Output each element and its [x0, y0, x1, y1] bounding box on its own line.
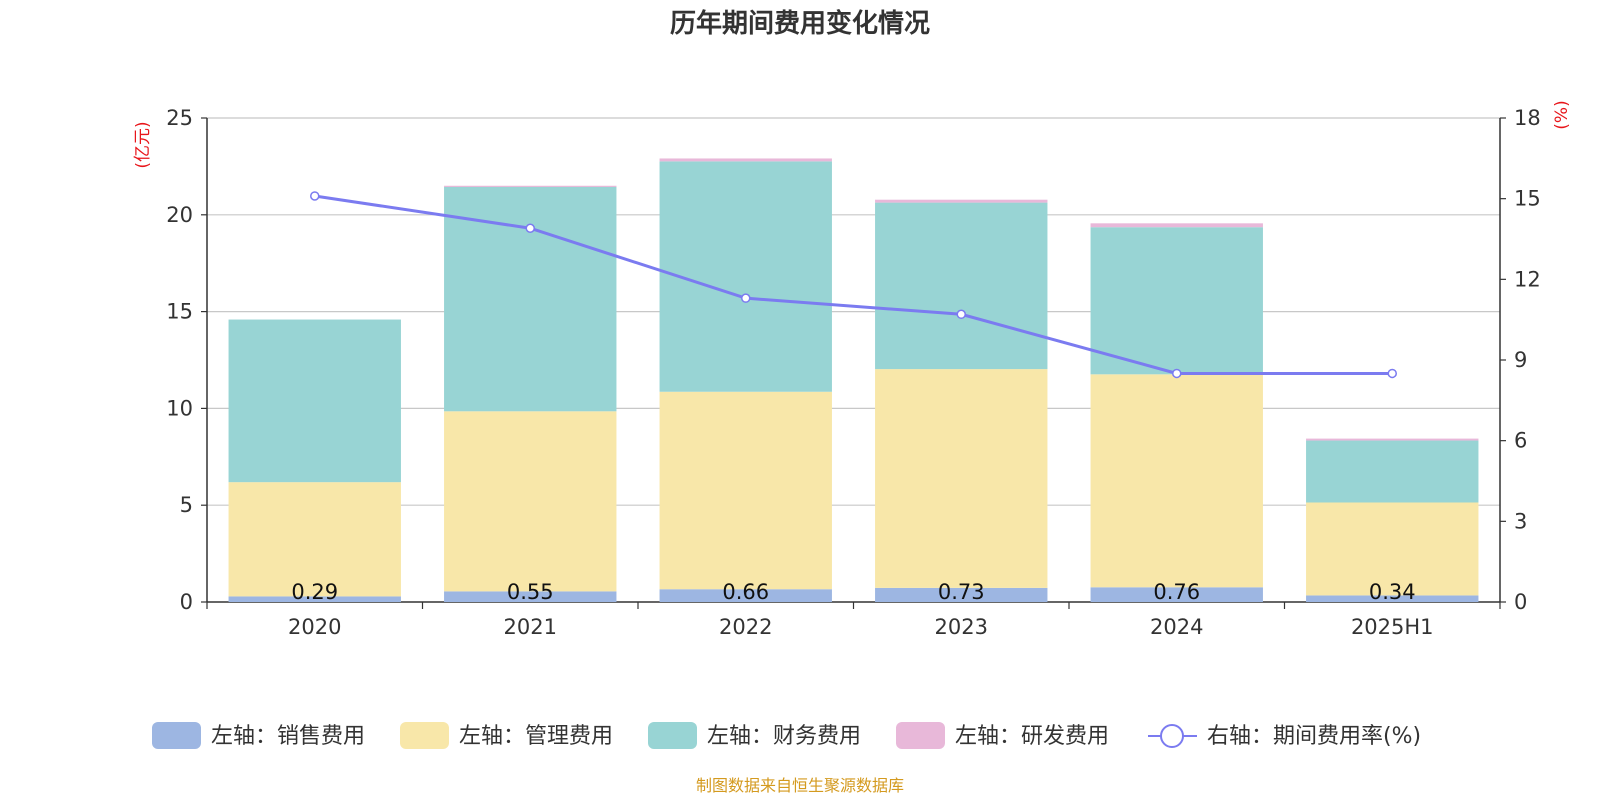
x-tick-label: 2020 [288, 615, 341, 639]
legend-swatch [648, 722, 697, 749]
bar-segment [659, 161, 832, 392]
bar-segment [875, 587, 1048, 602]
x-tick-label: 2023 [935, 615, 988, 639]
data-label: 0.34 [1369, 580, 1416, 604]
bar-segment [1306, 440, 1479, 503]
left-tick-label: 10 [166, 396, 193, 420]
legend: 左轴：销售费用 左轴：管理费用 左轴：财务费用 左轴：研发费用 右轴：期间费用率(%) [152, 722, 1421, 749]
rate-point [1387, 368, 1397, 379]
right-axis-unit: (%) [1552, 100, 1572, 129]
x-tick-label: 2021 [504, 615, 557, 639]
bar-segment [228, 319, 401, 483]
bar-segment [1090, 374, 1263, 588]
left-axis-unit: (亿元) [133, 121, 153, 168]
bar-segment [875, 369, 1048, 588]
right-tick-label: 3 [1514, 509, 1527, 533]
rate-point [741, 293, 751, 303]
left-tick-label: 5 [180, 493, 193, 517]
x-tick-label: 2024 [1150, 615, 1203, 639]
legend-label: 左轴：销售费用 [211, 724, 365, 749]
left-tick-label: 15 [166, 300, 193, 324]
right-tick-label: 9 [1514, 348, 1527, 372]
data-label: 0.29 [291, 580, 338, 604]
rate-point [310, 191, 320, 201]
legend-marker [1160, 724, 1184, 748]
bar-segment [1090, 587, 1263, 602]
bar-segment [1306, 438, 1479, 441]
grid-lines [207, 117, 1500, 506]
legend-label: 左轴：管理费用 [459, 724, 613, 749]
rate-point [956, 309, 966, 320]
bar-segment [1090, 223, 1263, 228]
legend-swatch [896, 722, 945, 749]
bar-segment [444, 185, 617, 187]
bar-segment [228, 596, 401, 602]
bars [228, 158, 1479, 602]
bar-segment [444, 411, 617, 592]
bar-segment [659, 391, 832, 590]
left-tick-label: 25 [166, 106, 193, 130]
bar-segment [875, 202, 1048, 370]
x-tick-label: 2022 [719, 615, 772, 639]
legend-label: 左轴：研发费用 [955, 724, 1109, 749]
bar-segment [875, 199, 1048, 203]
bar-segment [659, 589, 832, 602]
right-tick-label: 18 [1514, 106, 1541, 130]
chart-title: 历年期间费用变化情况 [670, 8, 930, 39]
data-label: 0.55 [507, 580, 554, 604]
bar-segment [228, 482, 401, 597]
bar-segment [659, 158, 832, 162]
data-labels: 0.29 0.55 0.66 0.73 0.76 0.34 [291, 580, 1415, 604]
right-tick-label: 12 [1514, 267, 1541, 291]
right-tick-label: 15 [1514, 187, 1541, 211]
bar-segment [1306, 595, 1479, 602]
data-label: 0.76 [1153, 580, 1200, 604]
data-label: 0.73 [938, 580, 985, 604]
x-tick-label: 2025H1 [1351, 615, 1434, 639]
rate-point [1172, 368, 1182, 379]
right-tick-label: 0 [1514, 590, 1527, 614]
left-tick-label: 0 [180, 590, 193, 614]
bar-segment [1090, 227, 1263, 375]
legend-label: 右轴：期间费用率(%) [1207, 724, 1421, 749]
right-tick-label: 6 [1514, 429, 1527, 453]
bar-segment [1306, 502, 1479, 596]
legend-swatch [400, 722, 449, 749]
left-tick-label: 20 [166, 203, 193, 227]
axes: 0 5 10 15 20 25 0 3 6 9 12 15 18 2020 2021 2022 2023 2024… [166, 106, 1540, 639]
data-label: 0.66 [722, 580, 769, 604]
rate-line [310, 191, 1397, 379]
rate-line-path [314, 194, 1393, 375]
rate-point [525, 223, 535, 233]
legend-label: 左轴：财务费用 [707, 724, 861, 749]
bar-segment [444, 591, 617, 602]
legend-swatch [152, 722, 201, 749]
source-note: 制图数据来自恒生聚源数据库 [696, 776, 904, 795]
